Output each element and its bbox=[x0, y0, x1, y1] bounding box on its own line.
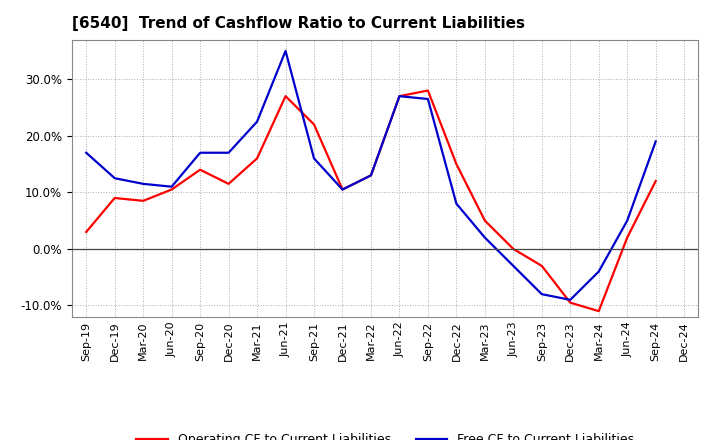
Free CF to Current Liabilities bbox=[196, 150, 204, 155]
Free CF to Current Liabilities bbox=[338, 187, 347, 192]
Operating CF to Current Liabilities bbox=[110, 195, 119, 201]
Free CF to Current Liabilities bbox=[253, 119, 261, 124]
Free CF to Current Liabilities bbox=[652, 139, 660, 144]
Operating CF to Current Liabilities bbox=[310, 122, 318, 127]
Free CF to Current Liabilities bbox=[310, 156, 318, 161]
Free CF to Current Liabilities bbox=[423, 96, 432, 102]
Operating CF to Current Liabilities bbox=[82, 229, 91, 235]
Free CF to Current Liabilities bbox=[623, 218, 631, 223]
Free CF to Current Liabilities bbox=[282, 48, 290, 54]
Operating CF to Current Liabilities bbox=[509, 246, 518, 252]
Text: [6540]  Trend of Cashflow Ratio to Current Liabilities: [6540] Trend of Cashflow Ratio to Curren… bbox=[72, 16, 525, 32]
Operating CF to Current Liabilities bbox=[253, 156, 261, 161]
Operating CF to Current Liabilities bbox=[395, 94, 404, 99]
Line: Free CF to Current Liabilities: Free CF to Current Liabilities bbox=[86, 51, 656, 300]
Operating CF to Current Liabilities bbox=[623, 235, 631, 240]
Operating CF to Current Liabilities bbox=[595, 308, 603, 314]
Operating CF to Current Liabilities bbox=[225, 181, 233, 187]
Free CF to Current Liabilities bbox=[395, 94, 404, 99]
Free CF to Current Liabilities bbox=[480, 235, 489, 240]
Free CF to Current Liabilities bbox=[452, 201, 461, 206]
Free CF to Current Liabilities bbox=[139, 181, 148, 187]
Operating CF to Current Liabilities bbox=[338, 187, 347, 192]
Legend: Operating CF to Current Liabilities, Free CF to Current Liabilities: Operating CF to Current Liabilities, Fre… bbox=[131, 429, 639, 440]
Operating CF to Current Liabilities bbox=[139, 198, 148, 203]
Operating CF to Current Liabilities bbox=[423, 88, 432, 93]
Free CF to Current Liabilities bbox=[595, 269, 603, 274]
Free CF to Current Liabilities bbox=[225, 150, 233, 155]
Free CF to Current Liabilities bbox=[537, 292, 546, 297]
Operating CF to Current Liabilities bbox=[196, 167, 204, 172]
Operating CF to Current Liabilities bbox=[452, 161, 461, 167]
Free CF to Current Liabilities bbox=[566, 297, 575, 302]
Free CF to Current Liabilities bbox=[509, 263, 518, 268]
Free CF to Current Liabilities bbox=[366, 173, 375, 178]
Operating CF to Current Liabilities bbox=[480, 218, 489, 223]
Operating CF to Current Liabilities bbox=[537, 263, 546, 268]
Operating CF to Current Liabilities bbox=[366, 173, 375, 178]
Operating CF to Current Liabilities bbox=[566, 300, 575, 305]
Operating CF to Current Liabilities bbox=[167, 187, 176, 192]
Line: Operating CF to Current Liabilities: Operating CF to Current Liabilities bbox=[86, 91, 656, 311]
Operating CF to Current Liabilities bbox=[282, 94, 290, 99]
Free CF to Current Liabilities bbox=[110, 176, 119, 181]
Free CF to Current Liabilities bbox=[167, 184, 176, 189]
Operating CF to Current Liabilities bbox=[652, 178, 660, 183]
Free CF to Current Liabilities bbox=[82, 150, 91, 155]
